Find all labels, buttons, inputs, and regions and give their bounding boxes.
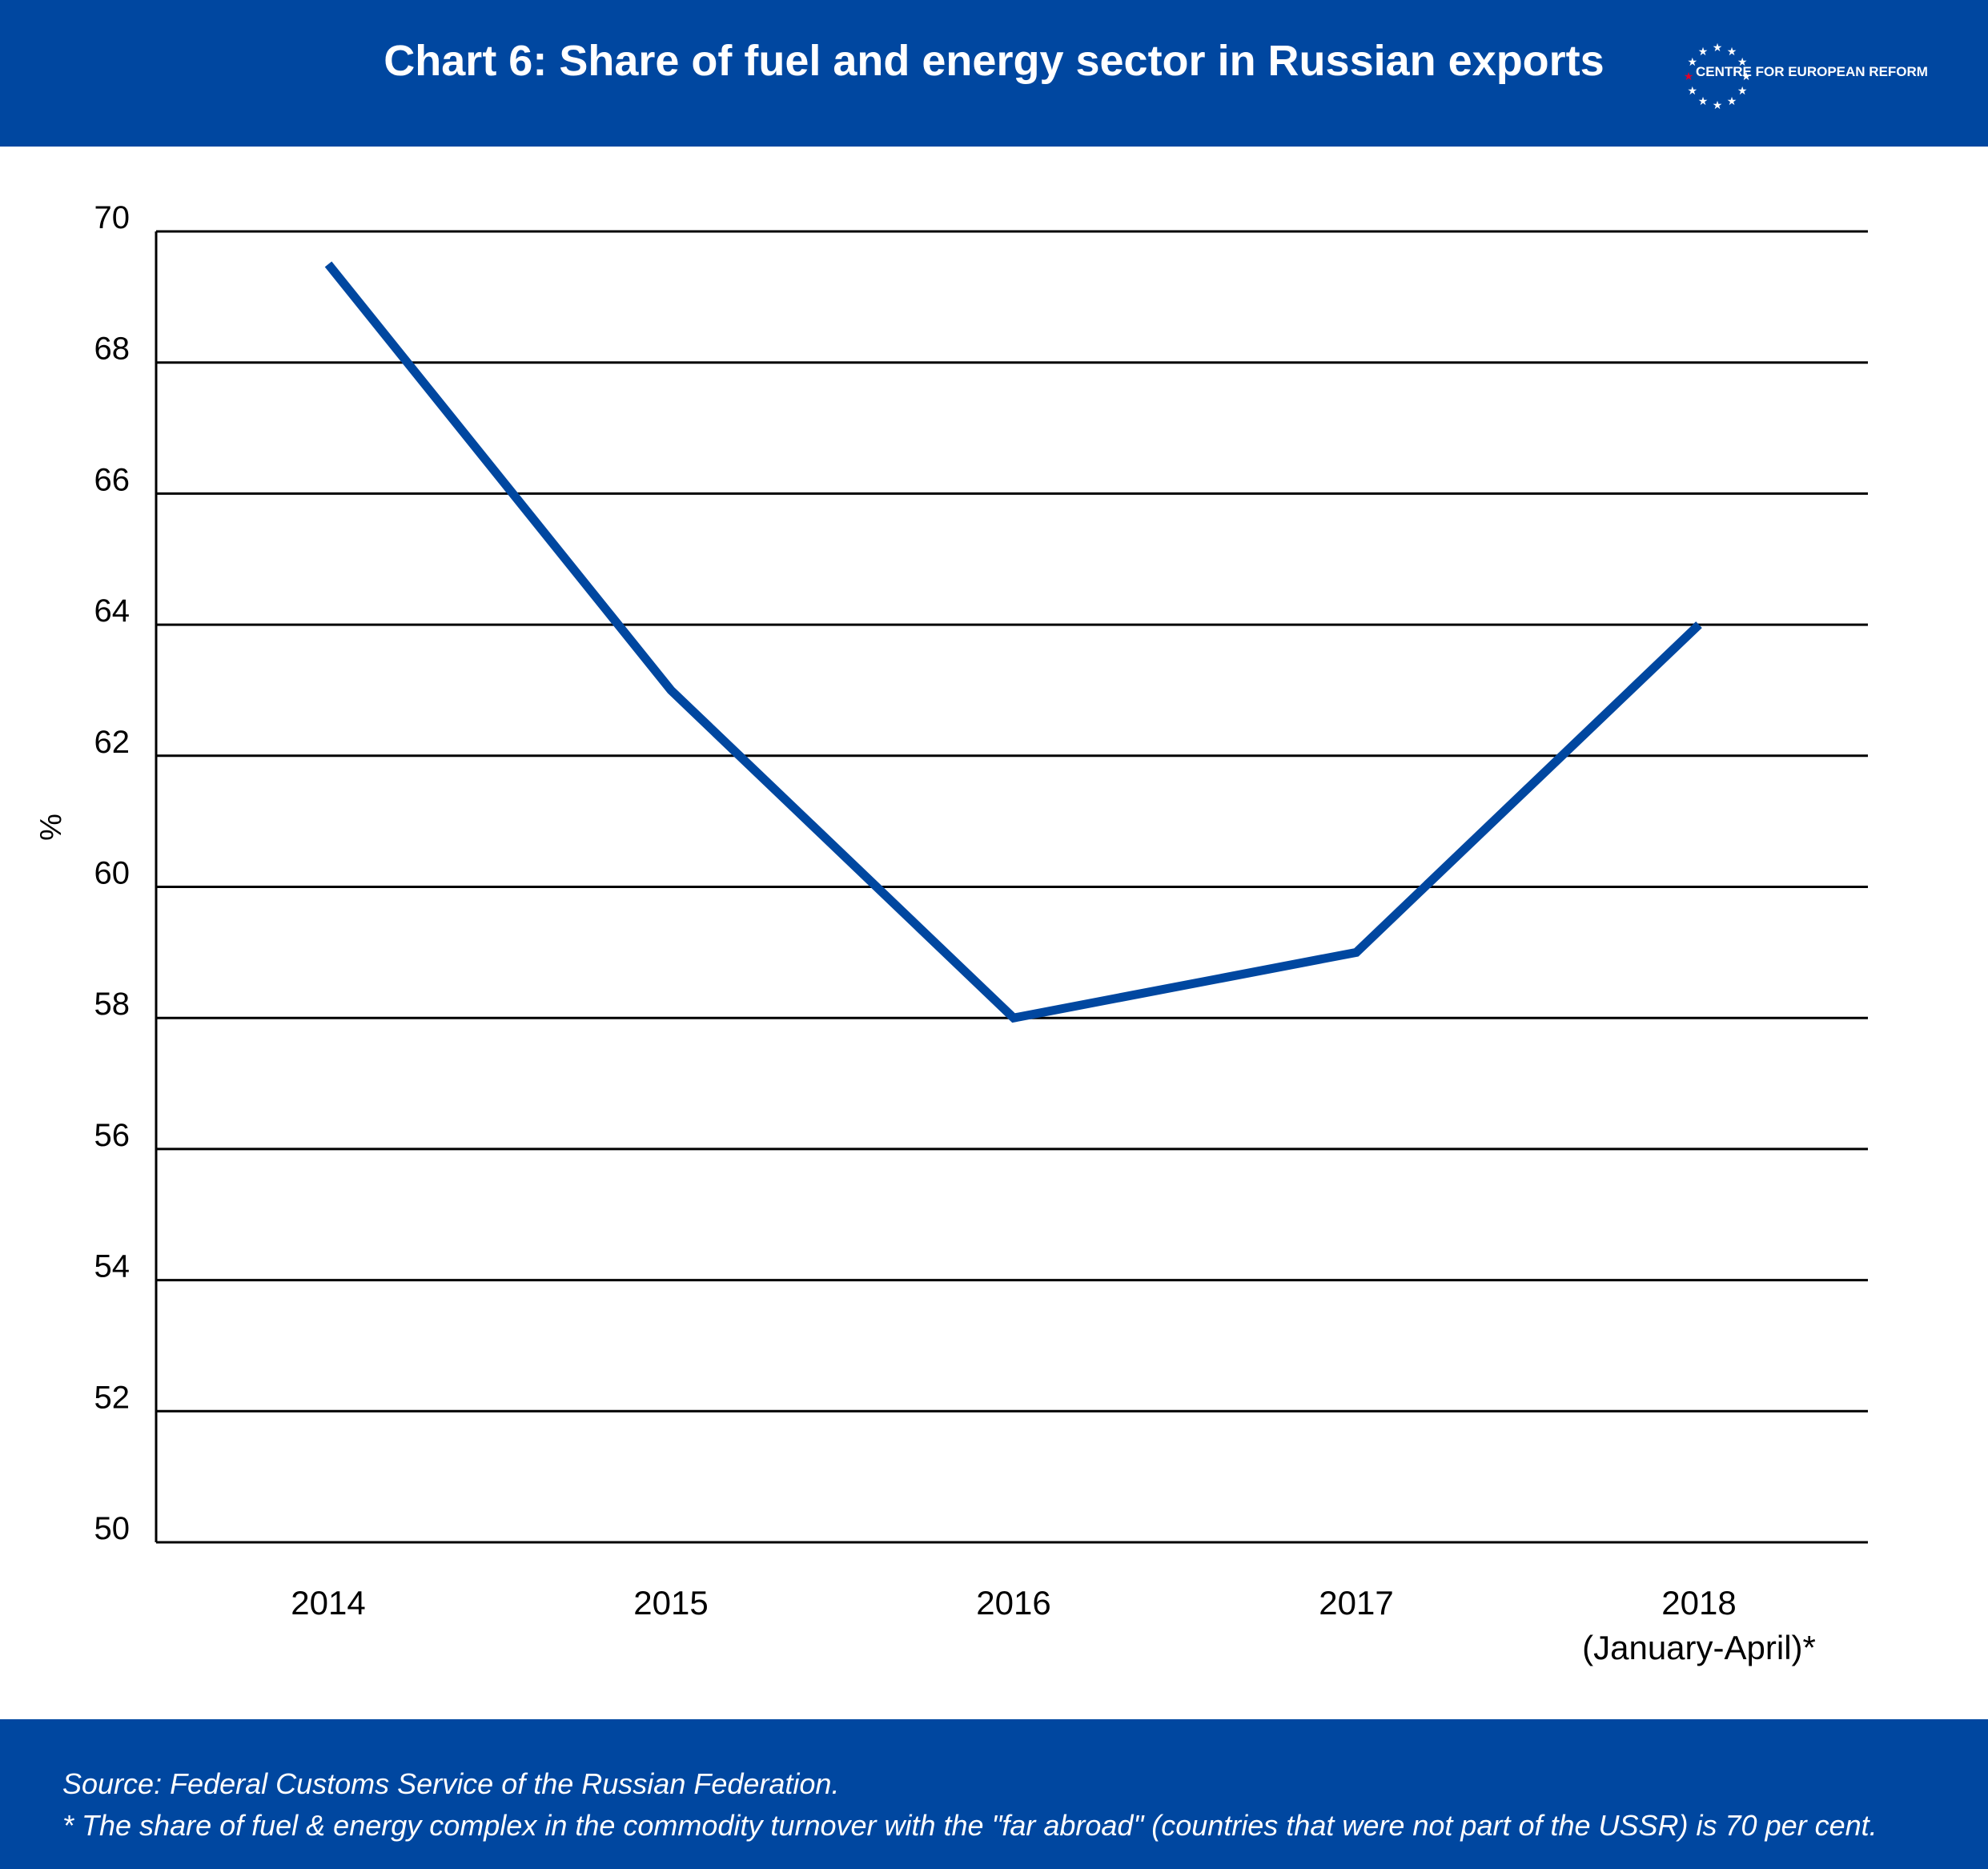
x-tick-label: 2016: [976, 1584, 1050, 1622]
x-tick-label: 2014: [291, 1584, 365, 1622]
y-tick-label: 60: [94, 856, 131, 891]
series-group: [324, 261, 1702, 1023]
footnote: * The share of fuel & energy complex in …: [62, 1809, 1878, 1842]
y-tick-label: 50: [94, 1511, 131, 1546]
y-tick-label: 64: [94, 593, 131, 629]
x-tick-label: 2018: [1661, 1584, 1736, 1622]
footer-banner: Source: Federal Customs Service of the R…: [0, 1719, 1988, 1869]
y-axis-label: %: [34, 814, 68, 841]
series-line: [324, 261, 1702, 1023]
y-tick-label: 62: [94, 725, 131, 760]
chart-title: Chart 6: Share of fuel and energy sector…: [384, 37, 1604, 85]
y-tick-label: 58: [94, 987, 131, 1022]
y-tick-label: 54: [94, 1249, 131, 1284]
y-tick-label: 68: [94, 332, 131, 367]
star-icon: ★: [1737, 55, 1748, 68]
star-icon: ★: [1698, 94, 1709, 107]
star-icon: ★: [1727, 94, 1737, 107]
star-icon: ★: [1698, 45, 1709, 58]
gridlines: [155, 230, 1868, 1544]
star-icon: ★: [1741, 70, 1752, 82]
star-icon: ★: [1737, 84, 1748, 97]
star-icon: ★: [1688, 55, 1698, 68]
x-tick-labels: 2014 2015 2016 2017 2018 (January-April)*: [291, 1584, 1816, 1666]
cer-logo-text: CENTRE FOR EUROPEAN REFORM: [1696, 64, 1928, 79]
x-tick-label: (January-April)*: [1582, 1629, 1816, 1666]
cer-logo-stars-icon: ★★★★★★★★★ ★ ★★: [1684, 41, 1752, 111]
star-icon: ★: [1713, 98, 1723, 111]
x-tick-label: 2015: [633, 1584, 708, 1622]
star-icon: ★: [1688, 84, 1698, 97]
header-banner: Chart 6: Share of fuel and energy sector…: [0, 0, 1988, 147]
y-tick-label: 52: [94, 1380, 131, 1415]
source-note: Source: Federal Customs Service of the R…: [62, 1767, 840, 1800]
y-tick-label: 66: [94, 462, 131, 497]
x-tick-label: 2017: [1319, 1584, 1393, 1622]
y-tick-label: 70: [94, 200, 131, 235]
star-icon: ★: [1684, 70, 1694, 82]
star-icon: ★: [1727, 45, 1737, 58]
star-icon: ★: [1713, 41, 1723, 54]
y-tick-labels: 50 52 54 56 58 60 62 64 66 68 70: [94, 200, 131, 1546]
y-tick-label: 56: [94, 1118, 131, 1153]
